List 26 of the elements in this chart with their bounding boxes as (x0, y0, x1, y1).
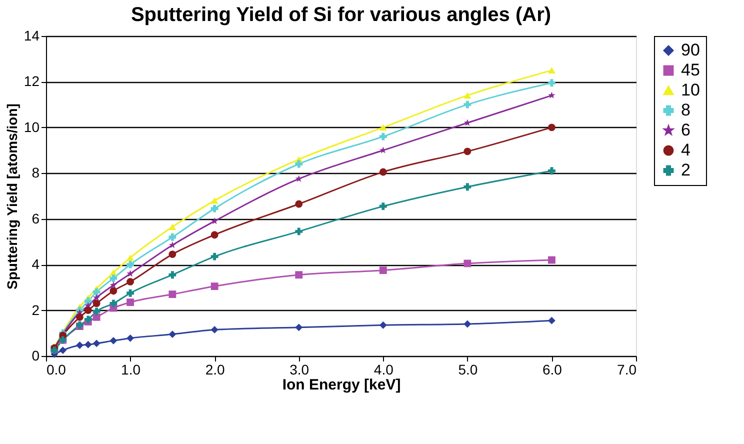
legend-label: 10 (681, 80, 700, 100)
legend-label: 2 (681, 160, 690, 180)
chart-title: Sputtering Yield of Si for various angles (Ar) (130, 4, 552, 26)
legend-label: 6 (681, 120, 690, 140)
legend-label: 4 (681, 140, 690, 160)
x-tick-label: 7.0 (617, 362, 637, 378)
legend-label: 8 (681, 100, 690, 120)
x-tick-label: 1.0 (121, 362, 141, 378)
y-tick-label: 14 (24, 28, 40, 44)
x-tick-label: 2.0 (205, 362, 226, 378)
y-tick-label: 12 (24, 73, 40, 90)
y-axis-title: Sputtering Yield [atoms/ion] (4, 104, 20, 290)
x-tick-label: 3.0 (290, 362, 310, 378)
y-tick-label: 0 (32, 348, 40, 364)
x-tick-label: 5.0 (458, 362, 478, 378)
y-tick-label: 4 (32, 256, 40, 272)
y-tick-label: 10 (24, 118, 40, 135)
y-tick-label: 8 (32, 164, 40, 181)
legend-label: 90 (681, 40, 700, 60)
x-axis-title: Ion Energy [keV] (282, 376, 401, 394)
y-tick-label: 6 (32, 210, 40, 226)
x-tick-label: 0.0 (46, 362, 66, 378)
x-tick-label: 4.0 (374, 362, 394, 378)
x-tick-label: 6.0 (542, 362, 562, 378)
y-tick-label: 2 (32, 302, 40, 318)
legend-label: 45 (681, 60, 700, 80)
